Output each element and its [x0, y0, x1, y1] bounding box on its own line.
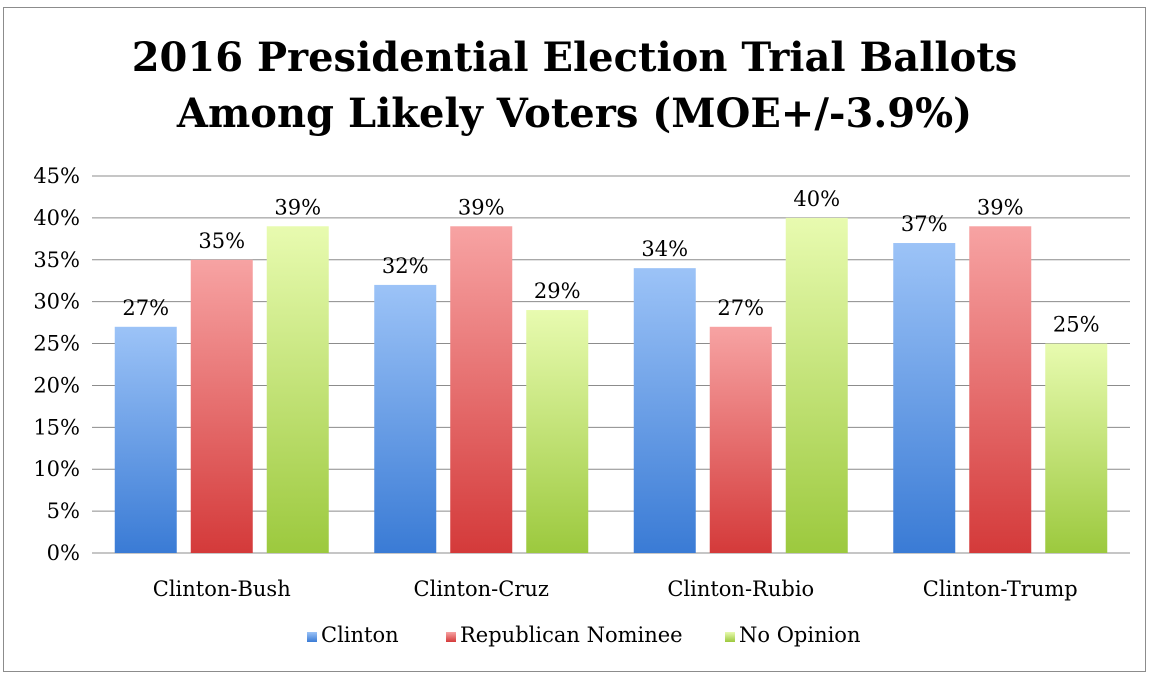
- y-tick-label: 0%: [47, 541, 80, 565]
- y-tick-label: 45%: [33, 164, 80, 188]
- bar-republican-nominee: [969, 226, 1032, 553]
- data-label: 35%: [198, 229, 245, 253]
- legend-swatch: [307, 632, 317, 642]
- data-label: 34%: [641, 237, 688, 261]
- x-category-label: Clinton-Trump: [923, 577, 1078, 601]
- legend-label: Republican Nominee: [460, 623, 683, 647]
- y-tick-label: 15%: [33, 415, 80, 439]
- y-tick-label: 30%: [33, 290, 80, 314]
- y-tick-label: 25%: [33, 332, 80, 356]
- legend-label: Clinton: [321, 623, 399, 647]
- bar-clinton: [633, 268, 696, 553]
- y-tick-label: 10%: [33, 457, 80, 481]
- legend-swatch: [446, 632, 456, 642]
- bar-clinton: [893, 243, 956, 553]
- legend-label: No Opinion: [739, 623, 860, 647]
- x-axis-categories: Clinton-Bush Clinton-Cruz Clinton-Rubio Cli…: [153, 577, 1078, 601]
- y-tick-label: 5%: [47, 499, 80, 523]
- data-labels: 27% 35% 39% 32% 39% 29% 34% 27% 40% 37% 39% 25%: [122, 187, 1099, 337]
- data-label: 39%: [458, 195, 505, 219]
- chart-title-line-1: 2016 Presidential Election Trial Ballots: [131, 34, 1018, 81]
- chart-title-line-2: Among Likely Voters (MOE+/-3.9%): [176, 90, 973, 137]
- bar-no-opinion: [266, 226, 329, 553]
- chart-title: 2016 Presidential Election Trial Ballots…: [0, 30, 1149, 142]
- bar-republican-nominee: [190, 259, 253, 553]
- x-category-label: Clinton-Rubio: [667, 577, 814, 601]
- x-category-label: Clinton-Bush: [153, 577, 291, 601]
- data-label: 37%: [901, 212, 948, 236]
- data-label: 39%: [977, 195, 1024, 219]
- bar-republican-nominee: [709, 326, 772, 553]
- gridlines: [92, 175, 1130, 554]
- legend: Clinton Republican Nominee No Opinion: [307, 623, 860, 647]
- data-label: 40%: [793, 187, 840, 211]
- x-category-label: Clinton-Cruz: [414, 577, 549, 601]
- chart-frame: [3, 7, 1146, 672]
- y-tick-label: 20%: [33, 373, 80, 397]
- y-tick-label: 35%: [33, 248, 80, 272]
- data-label: 39%: [274, 195, 321, 219]
- data-label: 32%: [382, 254, 429, 278]
- y-tick-label: 40%: [33, 206, 80, 230]
- data-label: 25%: [1053, 313, 1100, 337]
- y-axis-ticks: 0% 5% 10% 15% 20% 25% 30% 35% 40% 45%: [33, 164, 80, 565]
- data-label: 29%: [534, 279, 581, 303]
- bar-no-opinion: [1045, 343, 1108, 553]
- data-label: 27%: [122, 296, 169, 320]
- data-label: 27%: [717, 296, 764, 320]
- bar-clinton: [114, 326, 177, 553]
- bar-no-opinion: [785, 217, 848, 553]
- bars: [114, 217, 1108, 553]
- bar-no-opinion: [526, 310, 589, 553]
- bar-republican-nominee: [450, 226, 513, 553]
- bar-clinton: [374, 284, 437, 553]
- legend-swatch: [725, 632, 735, 642]
